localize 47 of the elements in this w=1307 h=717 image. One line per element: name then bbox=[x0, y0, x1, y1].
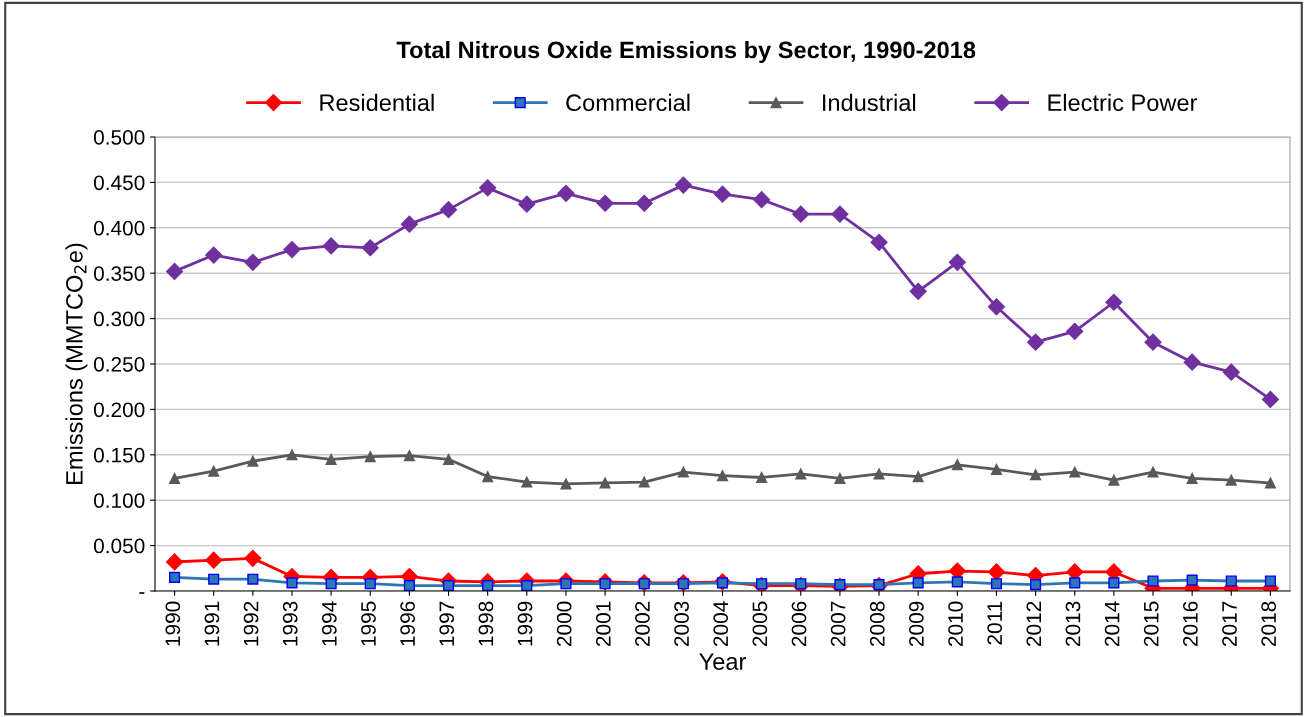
x-tick-label: 1998 bbox=[478, 601, 494, 646]
x-tick-label: 2010 bbox=[948, 601, 963, 647]
x-tick-label: 2009 bbox=[909, 601, 924, 647]
x-tick-label: 1997 bbox=[439, 601, 455, 646]
y-tick-label: 0.350 bbox=[93, 266, 145, 281]
x-tick-label: 1995 bbox=[361, 601, 376, 646]
x-tick-label: 1991 bbox=[204, 601, 220, 646]
y-tick-label: 0.250 bbox=[93, 357, 145, 372]
x-tick-label: 1992 bbox=[243, 601, 259, 646]
legend-label: Commercial bbox=[566, 93, 690, 112]
x-tick-label: 2014 bbox=[1104, 601, 1120, 647]
x-tick-label: 2007 bbox=[830, 601, 846, 647]
x-tick-label: 2017 bbox=[1222, 601, 1237, 647]
x-axis-title: Year bbox=[699, 653, 746, 670]
x-tick-label: 2003 bbox=[674, 601, 689, 647]
x-tick-label: 2001 bbox=[595, 601, 611, 647]
x-tick-label: 2018 bbox=[1261, 601, 1277, 647]
x-tick-label: 2000 bbox=[556, 601, 572, 647]
x-tick-label: 1993 bbox=[282, 601, 298, 646]
y-tick-label: 0.300 bbox=[93, 311, 145, 327]
x-tick-label: 2016 bbox=[1182, 601, 1198, 647]
x-tick-label: 2004 bbox=[713, 601, 729, 647]
x-tick-label: 2008 bbox=[869, 601, 885, 647]
y-tick-label: 0.100 bbox=[93, 493, 145, 508]
y-tick-label: 0.200 bbox=[93, 402, 145, 418]
x-tick-label: 2015 bbox=[1143, 601, 1159, 647]
x-tick-label: 2002 bbox=[635, 601, 650, 647]
legend-label: Industrial bbox=[823, 93, 916, 112]
y-axis-title: Emissions (MMTCO$_{2}$e) bbox=[65, 243, 88, 484]
y-tick-label: 0.450 bbox=[93, 175, 145, 191]
x-tick-label: 2013 bbox=[1065, 601, 1081, 647]
y-tick-label: 0.150 bbox=[93, 447, 145, 463]
chart-title: Total Nitrous Oxide Emissions by Sector, 1990-2018 bbox=[396, 41, 976, 63]
x-tick-label: 2012 bbox=[1026, 601, 1042, 647]
x-tick-label: 2011 bbox=[987, 601, 1003, 645]
x-tick-label: 1996 bbox=[400, 601, 415, 646]
x-tick-label: 1994 bbox=[321, 601, 337, 646]
y-tick-label: 0.400 bbox=[93, 220, 145, 236]
x-tick-label: 1990 bbox=[165, 601, 181, 646]
x-tick-label: 2006 bbox=[791, 601, 807, 647]
x-tick-label: 1999 bbox=[517, 601, 533, 646]
y-tick-label: - bbox=[139, 592, 145, 594]
x-tick-label: 2005 bbox=[752, 601, 768, 647]
legend-label: Electric Power bbox=[1048, 93, 1198, 112]
legend-label: Residential bbox=[320, 93, 434, 112]
y-tick-label: 0.050 bbox=[93, 538, 145, 554]
y-tick-label: 0.500 bbox=[93, 130, 145, 145]
